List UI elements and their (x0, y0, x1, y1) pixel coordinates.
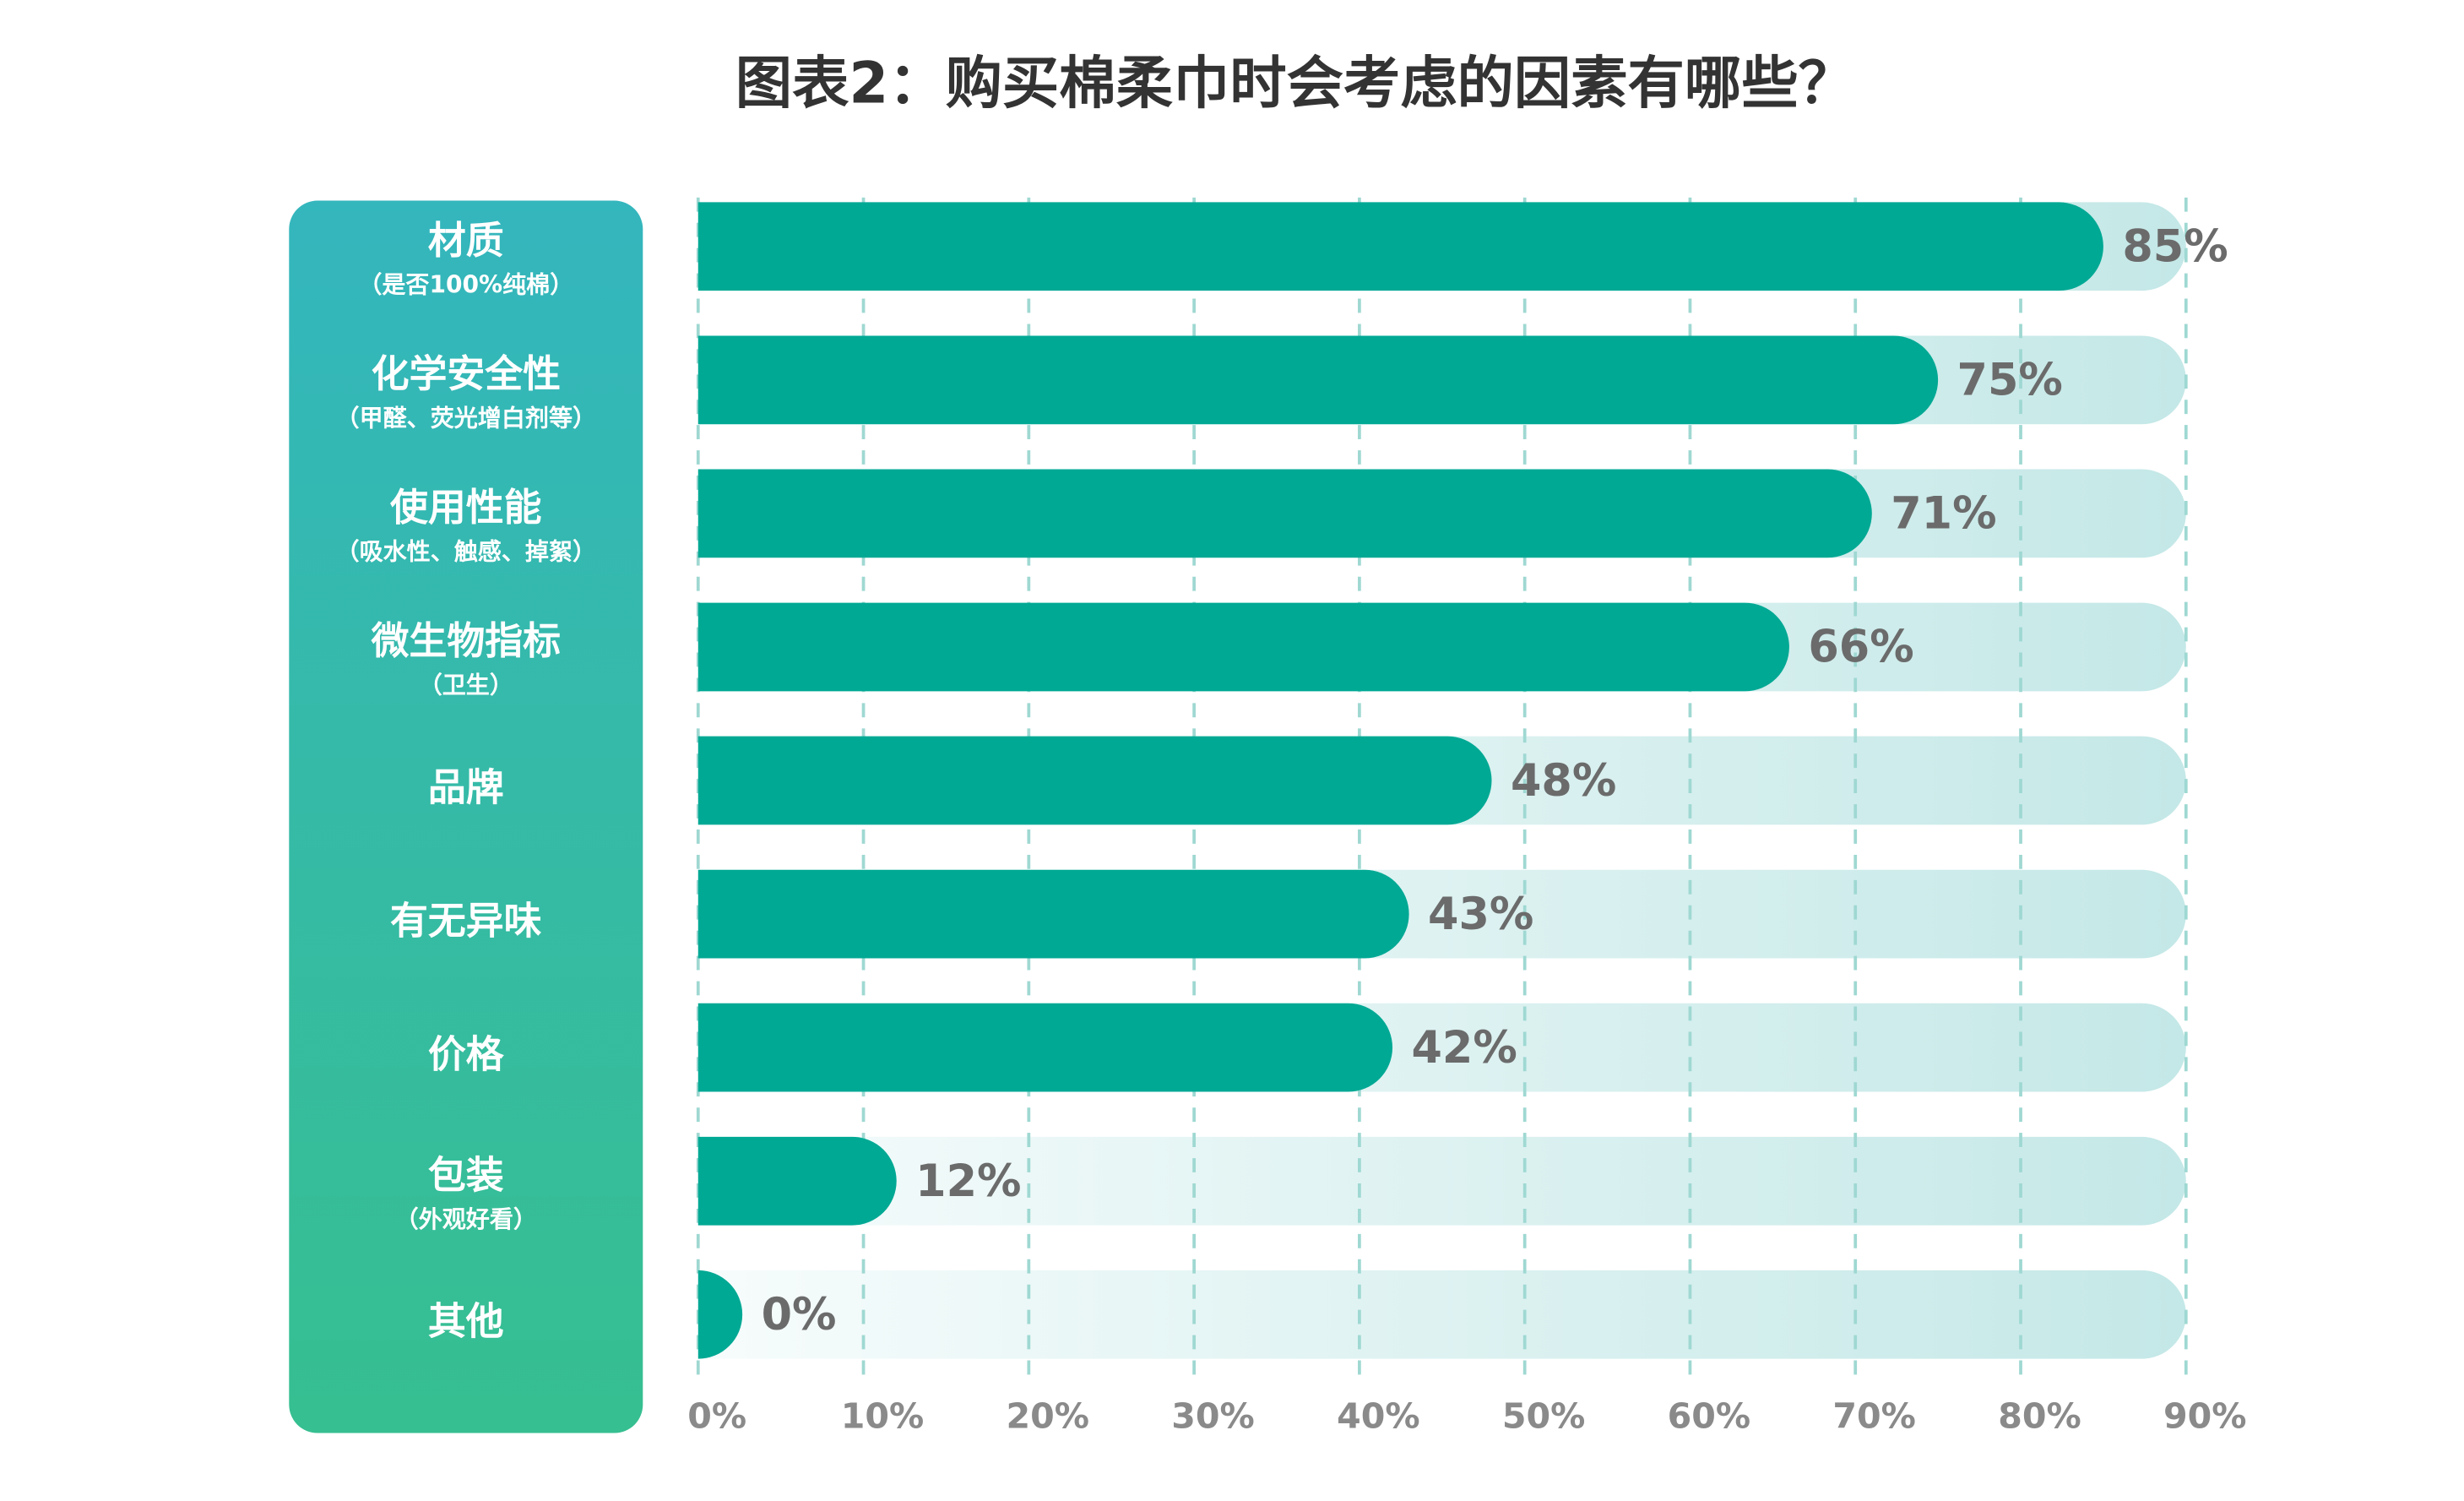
category-sublabel: （是否100%纯棉） (358, 271, 573, 299)
category-sublabel: （甲醛、荧光增白剂等） (336, 405, 597, 432)
category-label: 包装 (428, 1152, 504, 1197)
bar (697, 1270, 743, 1359)
category-sublabel: （卫生） (419, 672, 513, 699)
category-label: 化学安全性 (372, 351, 561, 396)
category-panel (289, 200, 643, 1433)
value-label: 75% (1957, 355, 2063, 406)
value-label: 48% (1511, 755, 1616, 807)
value-label: 43% (1428, 889, 1533, 940)
x-tick-label: 50% (1502, 1396, 1585, 1437)
bar (697, 602, 1789, 692)
bar (697, 736, 1492, 825)
value-label: 66% (1808, 622, 1913, 673)
category-sublabel: （外观好看） (395, 1205, 537, 1233)
x-tick-label: 80% (1998, 1396, 2081, 1437)
category-label: 品牌 (428, 764, 504, 809)
category-label: 其他 (428, 1298, 504, 1343)
value-label: 0% (762, 1289, 837, 1341)
category-sublabel: （吸水性、触感、掉絮） (336, 538, 597, 566)
chart-title: 图表2：购买棉柔巾时会考虑的因素有哪些？ (735, 50, 1855, 116)
category-label: 价格 (428, 1031, 505, 1076)
x-tick-label: 10% (841, 1396, 924, 1437)
bar (697, 1136, 897, 1226)
category-label: 微生物指标 (371, 618, 561, 663)
category-label: 材质 (428, 218, 504, 263)
x-tick-label: 90% (2163, 1396, 2246, 1437)
x-tick-label: 60% (1668, 1396, 1750, 1437)
bar-track (697, 1136, 2186, 1226)
x-tick-label: 30% (1171, 1396, 1254, 1437)
bar (697, 202, 2103, 291)
value-label: 85% (2122, 221, 2228, 273)
category-label: 使用性能 (389, 485, 542, 530)
x-tick-label: 70% (1832, 1396, 1915, 1437)
bar (697, 869, 1409, 959)
bar (697, 469, 1872, 558)
value-label: 42% (1411, 1022, 1517, 1074)
value-label: 12% (915, 1156, 1021, 1207)
x-tick-label: 40% (1337, 1396, 1419, 1437)
x-tick-label: 0% (687, 1396, 746, 1437)
bar (697, 1003, 1393, 1092)
bar (697, 335, 1939, 425)
x-tick-label: 20% (1007, 1396, 1089, 1437)
value-label: 71% (1891, 488, 1996, 540)
category-label: 有无异味 (390, 898, 542, 943)
bar-track (697, 1270, 2186, 1359)
